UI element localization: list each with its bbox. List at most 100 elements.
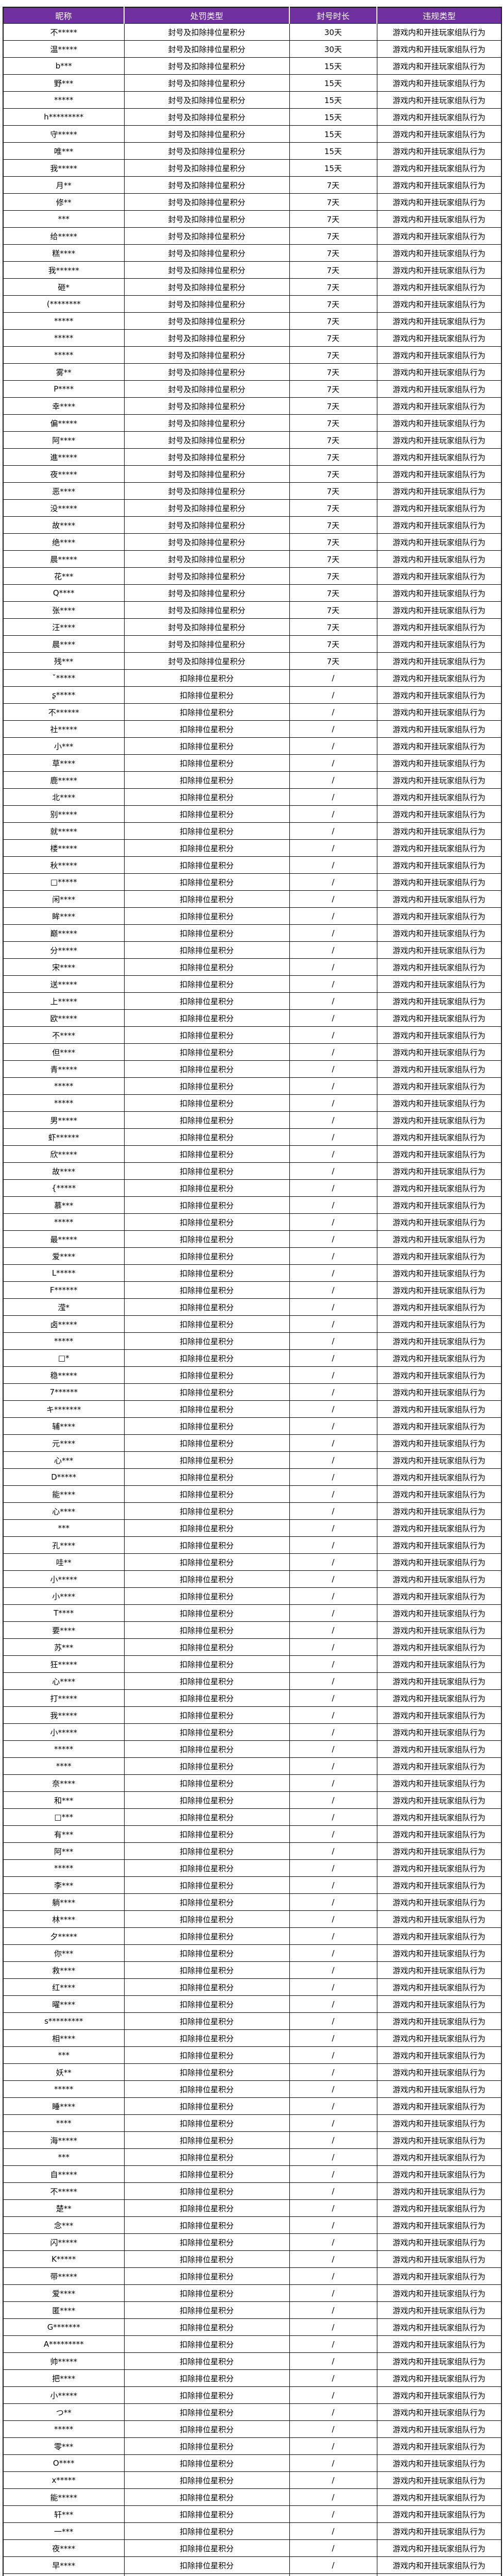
cell-ban-duration: 7天	[289, 312, 377, 330]
cell-ban-duration: /	[289, 1791, 377, 1809]
cell-violation-type: 游戏内和开挂玩家组队行为	[376, 550, 502, 568]
cell-violation-type: 游戏内和开挂玩家组队行为	[376, 2522, 502, 2540]
table-row: 就***** 扣除排位星积分 / 游戏内和开挂玩家组队行为	[3, 822, 502, 840]
cell-punishment-type: 扣除排位星积分	[124, 1383, 290, 1401]
cell-violation-type: 游戏内和开挂玩家组队行为	[376, 1400, 502, 1418]
table-row: K***** 扣除排位星积分 / 游戏内和开挂玩家组队行为	[3, 2250, 502, 2268]
cell-violation-type: 游戏内和开挂玩家组队行为	[376, 1808, 502, 1826]
table-row: (******** 封号及扣除排位星积分 7天 游戏内和开挂玩家组队行为	[3, 295, 502, 313]
cell-punishment-type: 封号及扣除排位星积分	[124, 499, 290, 517]
table-row: 糕**** 封号及扣除排位星积分 7天 游戏内和开挂玩家组队行为	[3, 244, 502, 262]
cell-ban-duration: 7天	[289, 295, 377, 313]
cell-violation-type: 游戏内和开挂玩家组队行为	[376, 2165, 502, 2183]
cell-ban-duration: /	[289, 1366, 377, 1384]
cell-ban-duration: /	[289, 1332, 377, 1350]
cell-violation-type: 游戏内和开挂玩家组队行为	[376, 1842, 502, 1860]
table-row: {***** 扣除排位星积分 / 游戏内和开挂玩家组队行为	[3, 1179, 502, 1197]
cell-ban-duration: 7天	[289, 397, 377, 415]
table-row: 和*** 扣除排位星积分 / 游戏内和开挂玩家组队行为	[3, 1791, 502, 1809]
cell-nickname: 最*****	[3, 1230, 125, 1248]
cell-nickname: 辅****	[3, 1417, 125, 1435]
cell-nickname: 躺****	[3, 1893, 125, 1911]
cell-nickname: 能*****	[3, 2488, 125, 2506]
table-row: 偏***** 封号及扣除排位星积分 7天 游戏内和开挂玩家组队行为	[3, 414, 502, 432]
table-row: T**** 扣除排位星积分 / 游戏内和开挂玩家组队行为	[3, 1604, 502, 1622]
cell-punishment-type: 扣除排位星积分	[124, 1434, 290, 1452]
cell-nickname: 虾******	[3, 1128, 125, 1146]
cell-nickname: 晨*****	[3, 550, 125, 568]
cell-nickname: 守*****	[3, 125, 125, 143]
cell-nickname: つ**	[3, 2403, 125, 2421]
table-row: 自***** 扣除排位星积分 / 游戏内和开挂玩家组队行为	[3, 2165, 502, 2183]
cell-ban-duration: /	[289, 1978, 377, 1996]
table-row: P**** 封号及扣除排位星积分 7天 游戏内和开挂玩家组队行为	[3, 380, 502, 398]
cell-violation-type: 游戏内和开挂玩家组队行为	[376, 346, 502, 364]
cell-violation-type: 游戏内和开挂玩家组队行为	[376, 1876, 502, 1894]
cell-violation-type: 游戏内和开挂玩家组队行为	[376, 397, 502, 415]
cell-nickname: 故****	[3, 1162, 125, 1180]
cell-violation-type: 游戏内和开挂玩家组队行为	[376, 1944, 502, 1962]
table-row: 张**** 封号及扣除排位星积分 7天 游戏内和开挂玩家组队行为	[3, 601, 502, 619]
cell-punishment-type: 扣除排位星积分	[124, 2080, 290, 2098]
cell-ban-duration: /	[289, 805, 377, 823]
table-row: 念*** 扣除排位星积分 / 游戏内和开挂玩家组队行为	[3, 2216, 502, 2234]
table-row: 相**** 扣除排位星积分 / 游戏内和开挂玩家组队行为	[3, 2029, 502, 2047]
table-row: 轩*** 扣除排位星积分 / 游戏内和开挂玩家组队行为	[3, 2505, 502, 2523]
cell-nickname: *****	[3, 1213, 125, 1231]
cell-punishment-type: 扣除排位星积分	[124, 1468, 290, 1486]
cell-nickname: 海*****	[3, 2131, 125, 2149]
cell-violation-type: 游戏内和开挂玩家组队行为	[376, 1383, 502, 1401]
cell-punishment-type: 扣除排位星积分	[124, 1570, 290, 1588]
cell-violation-type: 游戏内和开挂玩家组队行为	[376, 1077, 502, 1095]
cell-punishment-type: 封号及扣除排位星积分	[124, 346, 290, 364]
table-row: 小*** 扣除排位星积分 / 游戏内和开挂玩家组队行为	[3, 737, 502, 755]
cell-violation-type: 游戏内和开挂玩家组队行为	[376, 1332, 502, 1350]
cell-punishment-type: 扣除排位星积分	[124, 1519, 290, 1537]
table-row: 打***** 扣除排位星积分 / 游戏内和开挂玩家组队行为	[3, 1689, 502, 1707]
cell-punishment-type: 扣除排位星积分	[124, 1587, 290, 1605]
table-row: 不****** 扣除排位星积分 / 游戏内和开挂玩家组队行为	[3, 703, 502, 721]
table-row: ***** 扣除排位星积分 / 游戏内和开挂玩家组队行为	[3, 1740, 502, 1758]
cell-ban-duration: /	[289, 2046, 377, 2064]
table-row: 睡**** 扣除排位星积分 / 游戏内和开挂玩家组队行为	[3, 2097, 502, 2115]
table-row: つ** 扣除排位星积分 / 游戏内和开挂玩家组队行为	[3, 2403, 502, 2421]
cell-punishment-type: 扣除排位星积分	[124, 686, 290, 704]
cell-ban-duration: 7天	[289, 244, 377, 262]
table-row: 不***** 封号及扣除排位星积分 30天 游戏内和开挂玩家组队行为	[3, 23, 502, 41]
cell-punishment-type: 扣除排位星积分	[124, 1077, 290, 1095]
cell-nickname: 社*****	[3, 720, 125, 738]
cell-punishment-type: 扣除排位星积分	[124, 737, 290, 755]
table-row: 故**** 扣除排位星积分 / 游戏内和开挂玩家组队行为	[3, 1162, 502, 1180]
cell-punishment-type: 扣除排位星积分	[124, 1655, 290, 1673]
cell-ban-duration: 7天	[289, 448, 377, 466]
cell-nickname: 别*****	[3, 805, 125, 823]
table-row: 红**** 扣除排位星积分 / 游戏内和开挂玩家组队行为	[3, 1978, 502, 1996]
table-row: □* 扣除排位星积分 / 游戏内和开挂玩家组队行为	[3, 1349, 502, 1367]
cell-punishment-type: 扣除排位星积分	[124, 2216, 290, 2234]
table-row: 晨**** 封号及扣除排位星积分 7天 游戏内和开挂玩家组队行为	[3, 635, 502, 653]
cell-ban-duration: /	[289, 2556, 377, 2574]
cell-punishment-type: 封号及扣除排位星积分	[124, 23, 290, 41]
table-row: 不**** 扣除排位星积分 / 游戏内和开挂玩家组队行为	[3, 1026, 502, 1044]
table-row: ***** 扣除排位星积分 / 游戏内和开挂玩家组队行为	[3, 2080, 502, 2098]
cell-nickname: ***	[3, 2148, 125, 2166]
cell-violation-type: 游戏内和开挂玩家组队行为	[376, 1893, 502, 1911]
cell-ban-duration: 30天	[289, 23, 377, 41]
table-row: 野*** 封号及扣除排位星积分 15天 游戏内和开挂玩家组队行为	[3, 74, 502, 92]
cell-violation-type: 游戏内和开挂玩家组队行为	[376, 2267, 502, 2285]
cell-ban-duration: /	[289, 2403, 377, 2421]
cell-punishment-type: 扣除排位星积分	[124, 2437, 290, 2455]
cell-nickname: 给*****	[3, 227, 125, 245]
column-header-punishment-type: 处罚类型	[124, 7, 289, 24]
table-row: 心**** 扣除排位星积分 / 游戏内和开挂玩家组队行为	[3, 1502, 502, 1520]
table-row: 心**** 扣除排位星积分 / 游戏内和开挂玩家组队行为	[3, 1672, 502, 1690]
cell-ban-duration: /	[289, 2471, 377, 2489]
cell-ban-duration: /	[289, 873, 377, 891]
table-row: 闲**** 扣除排位星积分 / 游戏内和开挂玩家组队行为	[3, 890, 502, 908]
table-row: 爱**** 扣除排位星积分 / 游戏内和开挂玩家组队行为	[3, 1247, 502, 1265]
cell-punishment-type: 封号及扣除排位星积分	[124, 329, 290, 347]
cell-ban-duration: /	[289, 1808, 377, 1826]
cell-violation-type: 游戏内和开挂玩家组队行为	[376, 1468, 502, 1486]
cell-punishment-type: 扣除排位星积分	[124, 2097, 290, 2115]
table-row: 但**** 扣除排位星积分 / 游戏内和开挂玩家组队行为	[3, 1043, 502, 1061]
